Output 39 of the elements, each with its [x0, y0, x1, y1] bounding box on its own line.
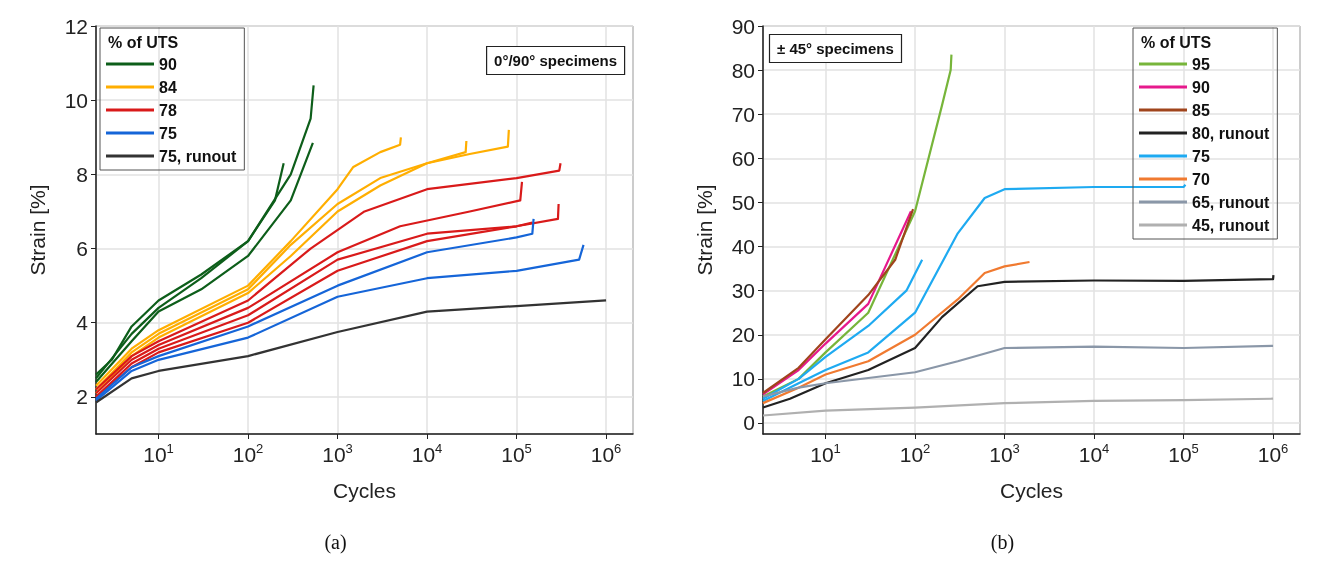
legend-label: 95 [1192, 55, 1210, 73]
y-tick-label: 60 [731, 146, 755, 170]
y-tick-label: 90 [731, 14, 755, 38]
y-tick-label: 10 [731, 367, 755, 391]
x-axis-title: Cycles [999, 479, 1064, 502]
legend-label: 80, runout [1192, 124, 1271, 142]
legend-label: 70 [1192, 170, 1210, 188]
legend-label: 90 [159, 55, 177, 73]
legend-label: 84 [159, 78, 177, 96]
legend-title: % of UTS [108, 33, 179, 51]
legend-label: 65, runout [1192, 193, 1271, 211]
y-tick-label: 20 [731, 323, 755, 347]
annotation: ± 45° specimens [777, 40, 894, 57]
y-tick-label: 10 [64, 88, 88, 112]
legend-label: 78 [159, 101, 177, 119]
y-axis-title: Strain [%] [26, 184, 49, 276]
y-tick-label: 12 [64, 14, 88, 38]
y-axis-title: Strain [%] [693, 184, 716, 276]
text: (b) [990, 531, 1015, 554]
legend-title: % of UTS [1141, 33, 1212, 51]
y-tick-label: 0 [743, 411, 755, 435]
text: (a) [324, 531, 347, 554]
legend-label: 75, runout [159, 147, 238, 165]
legend-label: 90 [1192, 78, 1210, 96]
y-tick-label: 70 [731, 102, 755, 126]
legend-label: 45, runout [1192, 216, 1271, 234]
y-tick-label: 6 [76, 237, 88, 261]
y-tick-label: 2 [76, 385, 88, 409]
y-tick-label: 8 [76, 162, 88, 186]
y-tick-label: 40 [731, 235, 755, 259]
y-tick-label: 80 [731, 58, 755, 82]
y-tick-label: 50 [731, 190, 755, 214]
y-tick-label: 4 [76, 311, 89, 335]
legend-label: 75 [1192, 147, 1210, 165]
legend-label: 75 [159, 124, 177, 142]
x-axis-title: Cycles [332, 479, 397, 502]
annotation: 0°/90° specimens [494, 52, 618, 69]
y-tick-label: 30 [731, 279, 755, 303]
legend-label: 85 [1192, 101, 1210, 119]
